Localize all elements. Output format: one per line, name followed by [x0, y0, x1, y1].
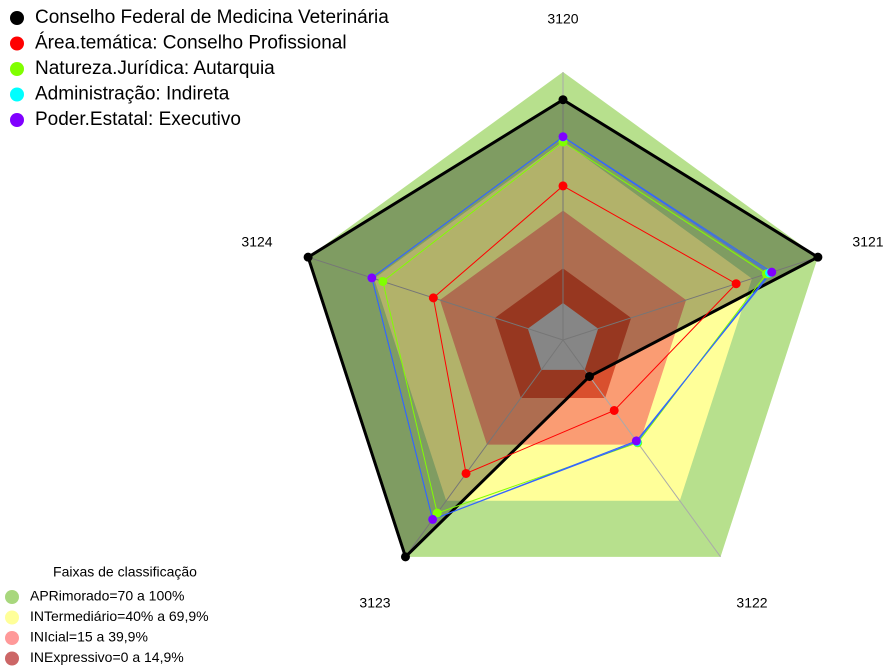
legend-marker	[10, 62, 24, 76]
axis-label: 3122	[736, 595, 767, 611]
legend-label: INTermediário=40% a 69,9%	[30, 608, 209, 624]
axis-label: 3121	[852, 234, 883, 250]
legend-label: INIcial=15 a 39,9%	[30, 629, 148, 645]
legend-marker	[5, 590, 19, 604]
legend-marker	[5, 631, 19, 645]
series-line	[432, 185, 737, 475]
data-point	[378, 276, 388, 286]
data-point	[813, 252, 823, 262]
legend-title: Faixas de classificação	[53, 564, 197, 580]
data-point	[558, 132, 568, 142]
legend-label: INExpressivo=0 a 14,9%	[30, 649, 184, 665]
data-point	[428, 293, 438, 303]
legend-label: APRimorado=70 a 100%	[30, 588, 185, 604]
data-point	[367, 273, 377, 283]
data-point	[400, 552, 410, 562]
data-point	[303, 252, 313, 262]
series-line	[306, 97, 821, 560]
data-point	[631, 436, 641, 446]
legend-label: Poder.Estatal: Executivo	[35, 109, 241, 130]
legend-label: Natureza.Jurídica: Autarquia	[35, 58, 275, 79]
series-line	[382, 141, 768, 514]
legend-marker	[10, 36, 24, 51]
legend-marker	[5, 651, 19, 666]
legend-label: Área.temática: Conselho Profissional	[35, 33, 347, 54]
legend-marker	[10, 113, 24, 127]
data-point	[428, 514, 438, 524]
data-point	[584, 371, 594, 381]
series-line	[371, 136, 773, 521]
legend-marker	[10, 87, 24, 102]
legend-marker	[10, 11, 24, 25]
axis-label: 3123	[359, 595, 390, 611]
data-point	[558, 95, 568, 105]
axis-label: 3124	[241, 234, 272, 250]
data-point	[609, 405, 619, 415]
data-point	[461, 468, 471, 478]
legend-label: Conselho Federal de Medicina Veterinária	[35, 7, 389, 28]
legend-label: Administração: Indireta	[35, 84, 230, 105]
data-point	[767, 267, 777, 277]
data-point	[731, 279, 741, 289]
data-point	[432, 508, 442, 518]
axis-label: 3120	[547, 11, 578, 27]
data-point	[558, 181, 568, 191]
legend-marker	[5, 610, 19, 625]
